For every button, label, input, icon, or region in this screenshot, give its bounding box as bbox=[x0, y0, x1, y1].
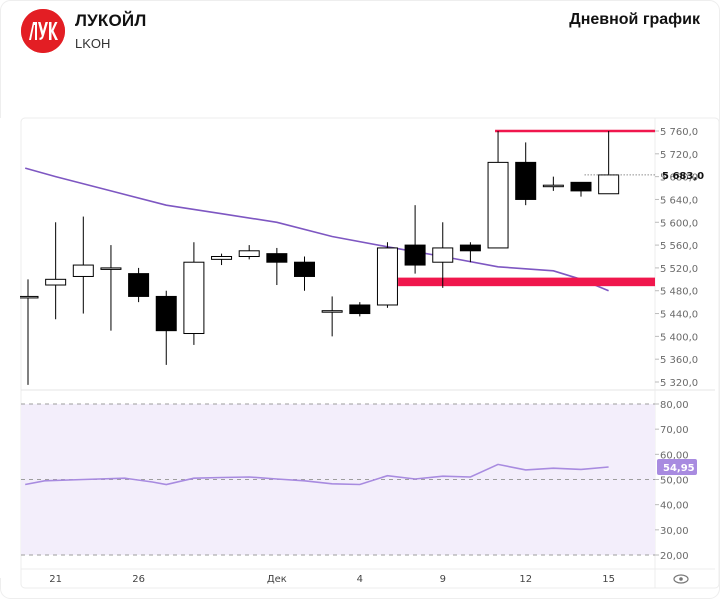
candle bbox=[515, 142, 537, 206]
axis-layer: 5 760,0 5 720,0 5 680,0 5 640,0 5 600,0 5 560… bbox=[49, 127, 704, 585]
price-axis-label: 5 560,0 bbox=[660, 241, 698, 252]
candle-body bbox=[598, 174, 620, 195]
levels-layer bbox=[398, 129, 655, 287]
candle-body bbox=[321, 310, 343, 313]
candle-body bbox=[17, 295, 39, 299]
rsi-axis-label: 50,00 bbox=[660, 476, 689, 487]
candle-body bbox=[349, 304, 371, 315]
rsi-axis-label: 20,00 bbox=[660, 551, 689, 562]
eye-outline bbox=[673, 574, 689, 584]
candle-body bbox=[432, 247, 454, 263]
lukoil-logo-icon bbox=[21, 9, 65, 53]
time-axis-label: Дек bbox=[267, 574, 287, 585]
candle bbox=[459, 242, 481, 263]
candle bbox=[542, 176, 564, 191]
price-axis-label: 5 760,0 bbox=[660, 127, 698, 138]
candles-layer bbox=[0, 118, 655, 578]
header: ЛУКОЙЛ LKOH Дневной график bbox=[0, 0, 720, 70]
moving-average-layer bbox=[24, 167, 609, 292]
ticker-symbol: LKOH bbox=[75, 36, 111, 51]
candle bbox=[432, 222, 454, 288]
chart-period-title: Дневной график bbox=[569, 11, 700, 28]
candle bbox=[349, 302, 371, 317]
candle bbox=[72, 216, 94, 314]
company-name: ЛУКОЙЛ bbox=[75, 11, 147, 30]
moving-average-line bbox=[24, 167, 609, 292]
candle bbox=[294, 256, 315, 291]
eye-icon bbox=[673, 574, 689, 584]
candle bbox=[45, 222, 67, 320]
price-axis-label: 5 400,0 bbox=[660, 332, 698, 343]
candle-body bbox=[45, 278, 67, 286]
candle-body bbox=[183, 261, 205, 335]
price-axis-label: 5 360,0 bbox=[660, 355, 698, 366]
rsi-value-badge bbox=[657, 459, 697, 476]
price-axis-label: 5 640,0 bbox=[660, 195, 698, 206]
rsi-line bbox=[25, 463, 609, 486]
time-axis-label: 12 bbox=[519, 574, 532, 585]
candle bbox=[487, 131, 509, 249]
current-price-label: 5 683,0 bbox=[662, 171, 704, 182]
candle-body bbox=[294, 261, 315, 277]
rsi-axis-label: 70,00 bbox=[660, 425, 689, 436]
time-axis-label: 26 bbox=[132, 574, 145, 585]
time-axis-label: 15 bbox=[602, 574, 615, 585]
candle-body bbox=[487, 161, 509, 249]
candle bbox=[128, 267, 150, 303]
price-axis-label: 5 320,0 bbox=[660, 378, 698, 389]
rsi-panel bbox=[21, 403, 655, 556]
candle-body bbox=[515, 161, 537, 200]
left-edge-mask bbox=[0, 118, 20, 578]
rsi-value-label: 54,95 bbox=[663, 463, 695, 474]
time-axis-label: 4 bbox=[357, 574, 363, 585]
candle bbox=[598, 131, 620, 195]
price-axis-label: 5 720,0 bbox=[660, 150, 698, 161]
candle-body bbox=[376, 247, 398, 306]
price-axis-label: 5 680,0 bbox=[660, 173, 698, 184]
rsi-axis-label: 30,00 bbox=[660, 526, 689, 537]
candle bbox=[183, 242, 205, 345]
price-axis-label: 5 520,0 bbox=[660, 264, 698, 275]
candle-body bbox=[542, 184, 564, 188]
candle-body bbox=[570, 181, 592, 192]
candle-body bbox=[128, 273, 150, 297]
candle-body bbox=[459, 244, 481, 252]
candle-body bbox=[211, 256, 233, 260]
candle-body bbox=[155, 295, 177, 332]
price-axis-label: 5 480,0 bbox=[660, 287, 698, 298]
time-axis-label: 9 bbox=[440, 574, 446, 585]
candle bbox=[376, 242, 398, 308]
price-axis-label: 5 600,0 bbox=[660, 218, 698, 229]
candle bbox=[211, 253, 233, 266]
candle bbox=[100, 245, 122, 331]
candle-body bbox=[266, 253, 288, 263]
candle bbox=[321, 296, 343, 337]
candle bbox=[238, 245, 260, 260]
time-axis-label: 21 bbox=[49, 574, 62, 585]
eye-pupil bbox=[679, 577, 683, 581]
candle bbox=[155, 290, 177, 365]
price-axis-label: 5 440,0 bbox=[660, 310, 698, 321]
candle-body bbox=[404, 244, 426, 266]
candle-body bbox=[72, 264, 94, 277]
candle bbox=[570, 181, 592, 197]
candle-body bbox=[238, 250, 260, 258]
rsi-axis-label: 60,00 bbox=[660, 450, 689, 461]
candle bbox=[404, 205, 426, 274]
rsi-axis-label: 40,00 bbox=[660, 501, 689, 512]
support-zone bbox=[398, 277, 655, 287]
candle-body bbox=[100, 267, 122, 270]
candle bbox=[266, 247, 288, 286]
rsi-axis-label: 80,00 bbox=[660, 400, 689, 411]
